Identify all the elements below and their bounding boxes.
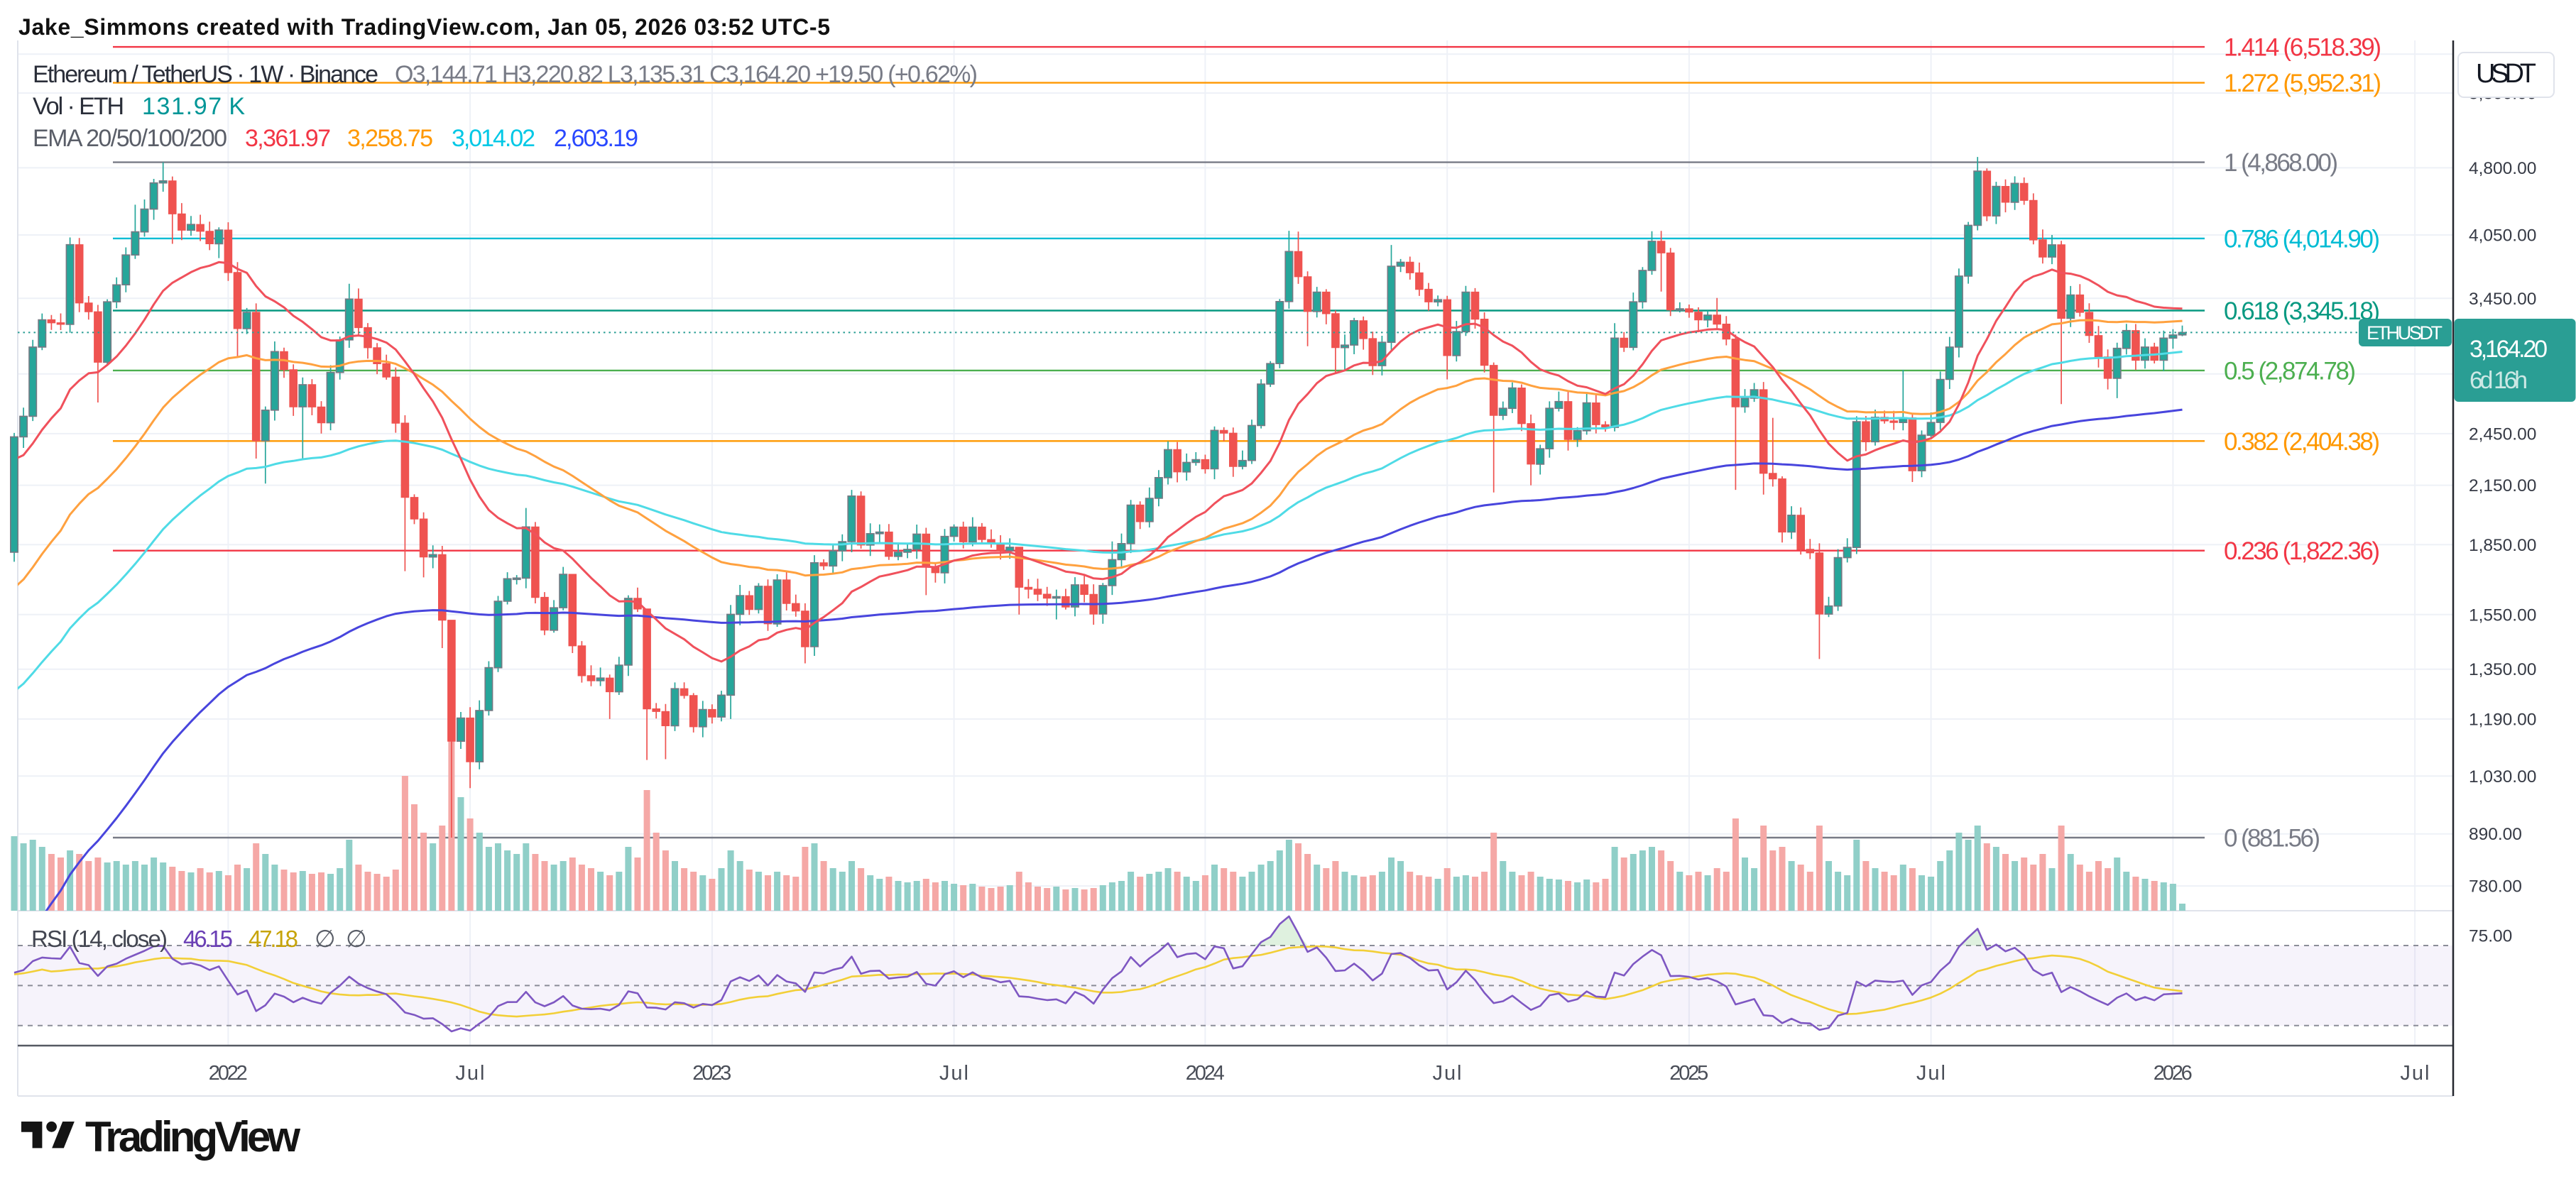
svg-text:0.5 (2,874.78): 0.5 (2,874.78)	[2224, 357, 2356, 385]
svg-text:1.414 (6,518.39): 1.414 (6,518.39)	[2224, 34, 2381, 62]
svg-text:2,603.19: 2,603.19	[554, 125, 638, 152]
svg-text:2022: 2022	[209, 1062, 248, 1085]
svg-text:Jul: Jul	[455, 1062, 484, 1085]
svg-text:1,850.00: 1,850.00	[2469, 536, 2536, 555]
svg-text:2026: 2026	[2154, 1062, 2193, 1085]
svg-text:3,014.02: 3,014.02	[452, 125, 535, 152]
svg-text:0.786 (4,014.90): 0.786 (4,014.90)	[2224, 225, 2380, 253]
svg-text:1,350.00: 1,350.00	[2469, 660, 2536, 679]
svg-text:46.15: 46.15	[183, 926, 233, 952]
svg-text:ETHUSDT: ETHUSDT	[2367, 322, 2443, 344]
svg-text:1 (4,868.00): 1 (4,868.00)	[2224, 149, 2338, 177]
svg-text:3,361.97: 3,361.97	[245, 125, 331, 152]
svg-text:EMA 20/50/100/200: EMA 20/50/100/200	[33, 125, 227, 152]
svg-text:Vol · ETH: Vol · ETH	[33, 93, 124, 120]
svg-text:O3,144.71 H3,220.82 L3,135.3: O3,144.71 H3,220.82 L3,135.31 C3,164.20 …	[395, 61, 978, 88]
svg-text:Jul: Jul	[2400, 1062, 2429, 1085]
svg-text:RSI (14, close): RSI (14, close)	[31, 926, 168, 952]
svg-text:TradingView: TradingView	[85, 1113, 300, 1161]
svg-text:3,450.00: 3,450.00	[2469, 290, 2536, 309]
svg-text:4,050.00: 4,050.00	[2469, 226, 2536, 246]
svg-text:6d 16h: 6d 16h	[2469, 367, 2528, 394]
svg-text:1,190.00: 1,190.00	[2469, 710, 2536, 729]
svg-text:Jul: Jul	[1916, 1062, 1945, 1085]
svg-text:0.382 (2,404.38): 0.382 (2,404.38)	[2224, 428, 2380, 456]
svg-text:1,550.00: 1,550.00	[2469, 606, 2536, 625]
svg-text:780.00: 780.00	[2469, 877, 2522, 897]
svg-text:3,164.20: 3,164.20	[2469, 336, 2548, 363]
svg-text:0.618 (3,345.18): 0.618 (3,345.18)	[2224, 297, 2380, 325]
svg-text:47.18: 47.18	[249, 926, 298, 952]
svg-text:1.272 (5,952.31): 1.272 (5,952.31)	[2224, 70, 2381, 97]
svg-text:USDT: USDT	[2476, 59, 2536, 89]
svg-text:75.00: 75.00	[2469, 926, 2512, 946]
svg-text:2024: 2024	[1186, 1062, 1225, 1085]
svg-text:1,030.00: 1,030.00	[2469, 767, 2536, 787]
svg-text:∅: ∅	[315, 926, 336, 953]
svg-text:2,450.00: 2,450.00	[2469, 424, 2536, 444]
svg-text:0 (881.56): 0 (881.56)	[2224, 825, 2320, 853]
svg-text:2025: 2025	[1669, 1062, 1708, 1085]
svg-text:Jul: Jul	[1433, 1062, 1462, 1085]
svg-text:3,258.75: 3,258.75	[347, 125, 433, 152]
svg-text:131.97 K: 131.97 K	[142, 93, 245, 120]
svg-text:0.236 (1,822.36): 0.236 (1,822.36)	[2224, 537, 2380, 565]
svg-text:Ethereum / TetherUS · 1W · Bin: Ethereum / TetherUS · 1W · Binance	[33, 61, 378, 88]
svg-text:2,150.00: 2,150.00	[2469, 476, 2536, 495]
svg-text:4,800.00: 4,800.00	[2469, 159, 2536, 178]
svg-text:2023: 2023	[692, 1062, 731, 1085]
svg-text:890.00: 890.00	[2469, 825, 2522, 844]
svg-text:Jake_Simmons created with Trad: Jake_Simmons created with TradingView.co…	[18, 14, 830, 40]
svg-text:Jul: Jul	[939, 1062, 968, 1085]
svg-text:∅: ∅	[346, 926, 367, 953]
